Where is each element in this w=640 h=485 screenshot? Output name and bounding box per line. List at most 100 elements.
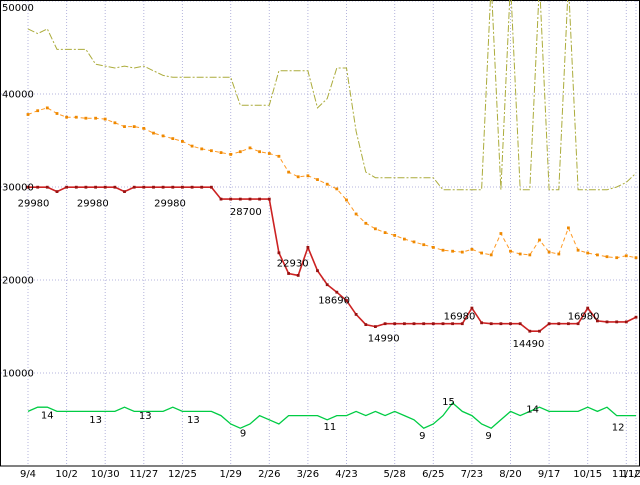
marker-avg-price [403, 237, 406, 241]
marker-avg-price [152, 131, 155, 135]
marker-avg-price [354, 212, 358, 216]
marker-avg-price [557, 252, 561, 256]
marker-avg-price [84, 116, 88, 120]
marker-min-price [103, 185, 107, 189]
marker-min-price [219, 197, 223, 201]
marker-avg-price [45, 106, 49, 110]
count-annotation: 11 [324, 422, 337, 433]
marker-avg-price [65, 115, 68, 119]
marker-avg-price [123, 125, 126, 128]
marker-min-price [335, 290, 339, 294]
marker-min-price [171, 185, 175, 189]
marker-avg-price [74, 115, 78, 119]
series-store-count [27, 402, 636, 429]
marker-min-price [229, 197, 233, 201]
series-max-price [27, 0, 637, 191]
marker-avg-price [267, 152, 271, 155]
price-annotation: 14490 [513, 339, 545, 350]
marker-avg-price [431, 246, 435, 249]
x-axis-label: 10/2 [55, 469, 77, 480]
marker-min-price [287, 272, 290, 275]
marker-min-price [354, 313, 358, 316]
marker-avg-price [518, 252, 522, 256]
marker-min-price [528, 329, 532, 333]
marker-min-price [210, 185, 213, 189]
x-axis-label: 11/27 [129, 469, 158, 480]
marker-min-price [306, 246, 310, 249]
x-axis-label: 11/19 [622, 469, 640, 480]
marker-avg-price [547, 250, 551, 254]
x-axis-label: 10/30 [91, 469, 120, 480]
marker-min-price [113, 185, 117, 189]
count-annotation: 13 [187, 415, 200, 426]
marker-min-price [596, 319, 599, 323]
marker-min-price [45, 185, 49, 189]
marker-avg-price [229, 153, 233, 156]
marker-avg-price [596, 253, 599, 257]
count-annotation: 9 [419, 431, 425, 442]
marker-avg-price [258, 150, 261, 154]
marker-avg-price [576, 248, 580, 252]
marker-min-price [499, 322, 503, 326]
marker-min-price [181, 185, 184, 189]
marker-avg-price [306, 174, 310, 178]
marker-avg-price [219, 151, 223, 154]
marker-avg-price [277, 154, 281, 158]
marker-avg-price [287, 170, 290, 174]
marker-min-price [615, 320, 619, 324]
marker-avg-price [470, 247, 474, 251]
y-axis-label: 50000 [2, 3, 34, 14]
marker-min-price [74, 185, 78, 189]
marker-avg-price [528, 253, 532, 257]
marker-min-price [325, 283, 329, 287]
marker-avg-price [210, 149, 213, 153]
marker-min-price [200, 185, 204, 189]
price-annotation: 18690 [318, 296, 350, 307]
marker-min-price [422, 322, 426, 326]
marker-min-price [132, 185, 136, 189]
marker-min-price [94, 185, 97, 189]
marker-avg-price [248, 146, 252, 150]
marker-min-price [605, 320, 609, 324]
marker-min-price [634, 315, 638, 319]
marker-min-price [383, 322, 387, 326]
marker-avg-price [451, 249, 454, 253]
marker-avg-price [316, 178, 319, 181]
count-annotation: 15 [442, 397, 455, 408]
marker-avg-price [412, 240, 416, 244]
marker-min-price [567, 322, 570, 326]
marker-min-price [509, 322, 512, 326]
y-axis-label: 40000 [2, 90, 34, 101]
marker-avg-price [161, 134, 165, 138]
marker-min-price [364, 323, 368, 326]
marker-min-price [538, 329, 541, 333]
marker-min-price [460, 322, 464, 326]
x-axis-label: 3/26 [297, 469, 319, 480]
y-axis-label: 10000 [2, 369, 34, 380]
marker-avg-price [509, 249, 512, 253]
marker-min-price [296, 274, 300, 277]
count-annotation: 9 [485, 431, 491, 442]
marker-min-price [547, 322, 551, 326]
marker-min-price [55, 190, 59, 193]
marker-min-price [26, 185, 30, 189]
marker-avg-price [605, 255, 609, 259]
marker-avg-price [200, 147, 204, 151]
x-axis-label: 9/17 [538, 469, 560, 480]
count-annotation: 9 [240, 429, 246, 440]
y-axis-label: 20000 [2, 276, 34, 287]
series-avg-price [27, 107, 637, 259]
marker-min-price [489, 322, 493, 326]
x-axis-label: 2/26 [258, 469, 280, 480]
marker-avg-price [393, 234, 397, 237]
marker-avg-price [94, 116, 97, 120]
marker-avg-price [383, 231, 387, 234]
price-annotation: 16980 [444, 311, 476, 322]
marker-avg-price [132, 125, 136, 128]
x-axis-label: 12/25 [168, 469, 197, 480]
price-annotation: 22930 [277, 258, 309, 269]
marker-min-price [267, 197, 271, 201]
marker-avg-price [441, 248, 445, 252]
